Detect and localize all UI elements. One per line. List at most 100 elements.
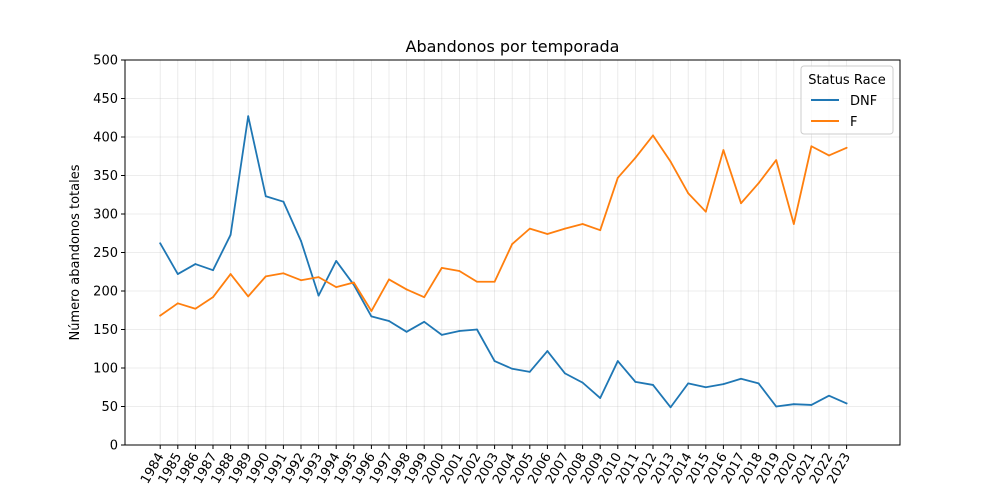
data-point-dnf	[845, 402, 848, 405]
data-point-f	[581, 223, 584, 225]
data-point-dnf	[212, 269, 214, 272]
y-tick-label: 150	[93, 323, 118, 338]
data-point-dnf	[229, 233, 232, 236]
legend-label-dnf: DNF	[850, 94, 877, 109]
data-point-f	[335, 286, 338, 289]
series-group	[159, 115, 848, 409]
data-point-f	[176, 302, 179, 305]
data-point-f	[317, 276, 320, 279]
data-point-f	[528, 227, 531, 230]
data-point-f	[511, 243, 514, 245]
y-tick-label: 200	[93, 285, 118, 300]
chart-title: Abandonos por temporada	[406, 37, 620, 56]
data-point-dnf	[440, 333, 443, 336]
data-point-f	[458, 270, 461, 272]
data-point-dnf	[317, 294, 320, 297]
data-point-f	[828, 154, 830, 157]
data-point-dnf	[511, 367, 514, 370]
data-point-f	[300, 279, 302, 282]
y-tick-label: 300	[93, 208, 118, 223]
x-axis: 1984198519861987198819891990199119921993…	[138, 445, 854, 487]
data-point-dnf	[176, 273, 179, 275]
data-point-dnf	[423, 320, 426, 323]
data-point-dnf	[370, 315, 373, 318]
data-point-dnf	[704, 386, 707, 389]
data-point-f	[423, 296, 426, 299]
data-point-f	[282, 272, 285, 275]
y-tick-label: 100	[93, 362, 118, 377]
data-point-dnf	[669, 406, 672, 409]
data-point-f	[440, 267, 443, 269]
data-point-dnf	[476, 328, 478, 331]
data-point-dnf	[792, 403, 795, 406]
data-point-f	[599, 229, 602, 232]
series-line-f	[159, 134, 848, 317]
data-point-dnf	[652, 384, 654, 386]
legend-title: Status Race	[808, 73, 885, 88]
y-tick-label: 50	[101, 400, 118, 415]
data-point-dnf	[581, 381, 584, 384]
y-tick-label: 400	[93, 131, 118, 146]
data-point-dnf	[458, 330, 461, 332]
data-point-f	[652, 134, 654, 137]
data-point-dnf	[546, 350, 549, 352]
y-axis-title: Número abandonos totales	[68, 164, 83, 340]
data-point-dnf	[775, 405, 778, 408]
data-point-f	[669, 160, 672, 163]
data-point-f	[792, 223, 795, 225]
y-axis: 0 50 100 150 200 250 300 350 400 450 500	[93, 54, 125, 454]
data-point-f	[564, 227, 566, 230]
data-point-f	[388, 278, 390, 281]
data-point-dnf	[616, 360, 619, 362]
data-point-dnf	[282, 200, 285, 203]
y-tick-label: 450	[93, 92, 118, 107]
data-point-dnf	[687, 382, 690, 385]
data-point-dnf	[388, 320, 390, 322]
data-point-f	[845, 146, 848, 149]
y-tick-label: 500	[93, 54, 118, 69]
series-line-dnf	[159, 115, 848, 409]
data-point-f	[740, 202, 742, 205]
data-point-f	[687, 192, 690, 195]
data-point-f	[775, 159, 778, 162]
data-point-f	[493, 280, 496, 283]
data-point-f	[722, 149, 725, 151]
y-tick-label: 350	[93, 169, 118, 184]
data-point-f	[405, 288, 408, 291]
data-point-f	[247, 295, 250, 298]
legend-box	[800, 65, 894, 135]
data-point-dnf	[528, 370, 531, 373]
data-point-dnf	[159, 242, 162, 245]
data-point-f	[229, 273, 232, 275]
data-point-f	[352, 281, 355, 284]
data-point-f	[757, 182, 760, 185]
data-point-f	[264, 275, 267, 278]
data-point-f	[476, 280, 478, 283]
data-point-dnf	[757, 382, 760, 385]
data-point-f	[370, 310, 373, 312]
data-point-dnf	[247, 115, 250, 118]
data-point-f	[810, 145, 813, 148]
data-point-f	[634, 156, 637, 159]
data-point-dnf	[335, 260, 338, 262]
data-point-f	[194, 307, 197, 310]
data-point-f	[159, 314, 162, 317]
data-point-dnf	[300, 240, 302, 242]
data-point-dnf	[722, 383, 725, 386]
data-point-dnf	[493, 360, 496, 362]
data-point-f	[546, 233, 549, 235]
y-tick-label: 0	[110, 439, 118, 454]
data-point-dnf	[405, 330, 408, 333]
data-point-dnf	[564, 372, 566, 375]
data-point-dnf	[740, 377, 742, 380]
legend-label-f: F	[850, 115, 857, 130]
data-point-dnf	[599, 397, 602, 399]
data-point-dnf	[810, 404, 813, 406]
data-point-dnf	[194, 263, 197, 265]
data-point-f	[704, 210, 707, 213]
data-point-dnf	[634, 380, 637, 383]
data-point-dnf	[264, 195, 267, 198]
data-point-f	[212, 296, 214, 299]
y-tick-label: 250	[93, 246, 118, 261]
